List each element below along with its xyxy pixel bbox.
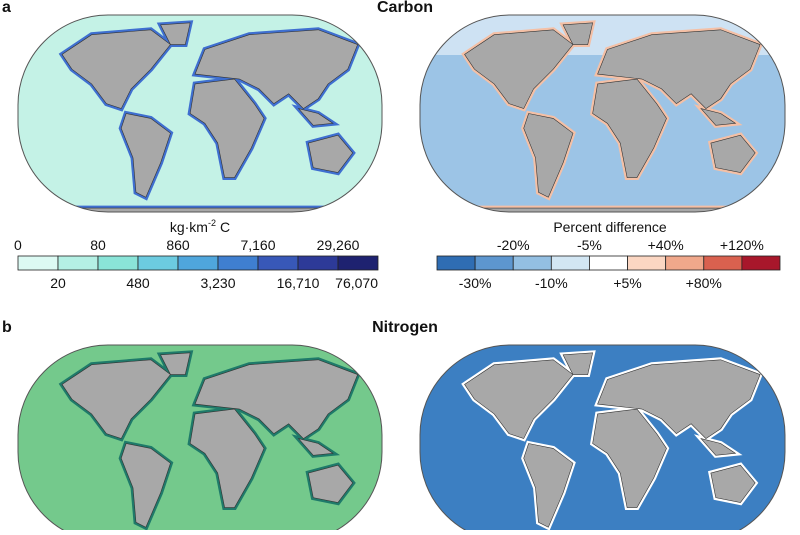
map-border (17, 344, 383, 535)
legend-label: 80 (90, 237, 106, 253)
legend-label: -5% (577, 237, 602, 253)
panel-title: Nitrogen (372, 319, 438, 336)
map-border (419, 14, 786, 213)
legend-swatch (257, 255, 299, 271)
map-nitrogen-diff (420, 345, 785, 535)
map-border (17, 14, 383, 213)
legend-label: -30% (459, 275, 492, 291)
legend-swatch (337, 255, 379, 271)
panel-label: a (2, 0, 11, 16)
unit-text: kg·km (170, 219, 208, 235)
panel-label: b (2, 319, 12, 336)
panel-title: Carbon (377, 0, 433, 16)
legend-swatch (474, 255, 514, 271)
legend-label: 3,230 (200, 275, 235, 291)
legend-label: 860 (166, 237, 190, 253)
legend-unit: kg·km-2 C (170, 218, 230, 235)
legend-swatch (217, 255, 259, 271)
legend-label: 16,710 (277, 275, 320, 291)
legend-label: +120% (720, 237, 764, 253)
map-carbon-diff (420, 15, 785, 212)
legend-swatch (741, 255, 781, 271)
map-border (419, 344, 786, 535)
legend-label: +40% (648, 237, 684, 253)
legend-swatch (665, 255, 705, 271)
legend-swatch (550, 255, 590, 271)
legend-swatch (177, 255, 219, 271)
legend-label: 7,160 (240, 237, 275, 253)
legend-label: +5% (613, 275, 641, 291)
legend-swatch (297, 255, 339, 271)
legend-label: +80% (686, 275, 722, 291)
map-carbon (18, 15, 382, 212)
legend-swatch (589, 255, 628, 271)
legend-label: -10% (535, 275, 568, 291)
map-nitrogen (18, 345, 382, 535)
legend-swatch (512, 255, 552, 271)
legend-swatch (57, 255, 99, 271)
legend-swatch (97, 255, 139, 271)
legend-swatch (137, 255, 179, 271)
legend-label: -20% (497, 237, 530, 253)
unit-suffix: C (220, 219, 230, 235)
legend-swatch (17, 255, 59, 271)
legend-swatch (703, 255, 743, 271)
legend-label: 480 (126, 275, 150, 291)
legend-title: Percent difference (553, 219, 667, 235)
legend-label: 76,070 (335, 275, 378, 291)
legend-swatch (436, 255, 476, 271)
legend-label: 20 (50, 275, 66, 291)
legend-label: 0 (14, 237, 22, 253)
unit-superscript: -2 (208, 218, 216, 228)
legend-label: 29,260 (317, 237, 360, 253)
legend-swatch (627, 255, 667, 271)
